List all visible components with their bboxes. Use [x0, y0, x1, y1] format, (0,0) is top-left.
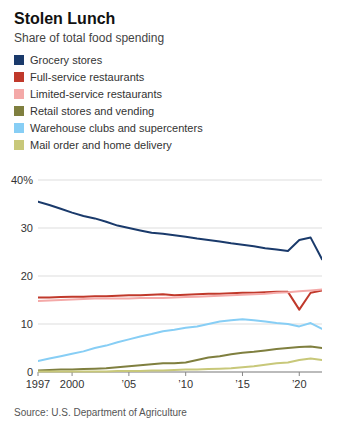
x-tick — [128, 372, 129, 376]
x-tick-label: 1997 — [26, 378, 50, 390]
legend-swatch — [14, 89, 24, 99]
legend-label: Mail order and home delivery — [30, 139, 172, 151]
series-line — [38, 347, 322, 371]
lines — [38, 202, 322, 372]
y-tick-label: 20 — [21, 270, 33, 282]
x-tick — [242, 372, 243, 376]
legend-label: Full-service restaurants — [30, 71, 145, 83]
legend-label: Limited-service restaurants — [30, 88, 163, 100]
x-tick-label: ’15 — [235, 378, 250, 390]
x-tick-label: ’20 — [292, 378, 307, 390]
series-line — [38, 319, 322, 361]
x-tick — [72, 372, 73, 376]
series-line — [38, 289, 322, 301]
subtitle: Share of total food spending — [14, 31, 164, 45]
legend-label: Grocery stores — [30, 54, 103, 66]
x-tick-label: ’10 — [178, 378, 193, 390]
y-tick-label: 30 — [21, 222, 33, 234]
series-line — [38, 290, 322, 309]
grid-line — [38, 228, 322, 229]
title: Stolen Lunch — [14, 10, 115, 27]
legend-swatch — [14, 55, 24, 65]
grid-line — [38, 276, 322, 277]
y-tick-label: 40% — [11, 174, 33, 186]
legend-swatch — [14, 140, 24, 150]
legend-label: Retail stores and vending — [30, 105, 154, 117]
x-tick — [185, 372, 186, 376]
grid — [38, 180, 322, 372]
chart: Stolen Lunch Share of total food spending… — [0, 0, 338, 424]
grid-line — [38, 180, 322, 181]
x-tick-label: 2000 — [60, 378, 84, 390]
series-line — [38, 202, 322, 260]
y-tick-label: 0 — [27, 366, 33, 378]
x-tick — [299, 372, 300, 376]
x-tick-label: ’05 — [122, 378, 137, 390]
legend-swatch — [14, 106, 24, 116]
legend-label: Warehouse clubs and supercenters — [30, 122, 203, 134]
legend: Grocery stores Full-service restaurants Li… — [14, 54, 203, 151]
legend-swatch — [14, 72, 24, 82]
legend-swatch — [14, 123, 24, 133]
x-tick — [38, 372, 39, 376]
y-tick-label: 10 — [21, 318, 33, 330]
source-note: Source: U.S. Department of Agriculture — [14, 407, 187, 418]
series-line — [38, 359, 322, 372]
